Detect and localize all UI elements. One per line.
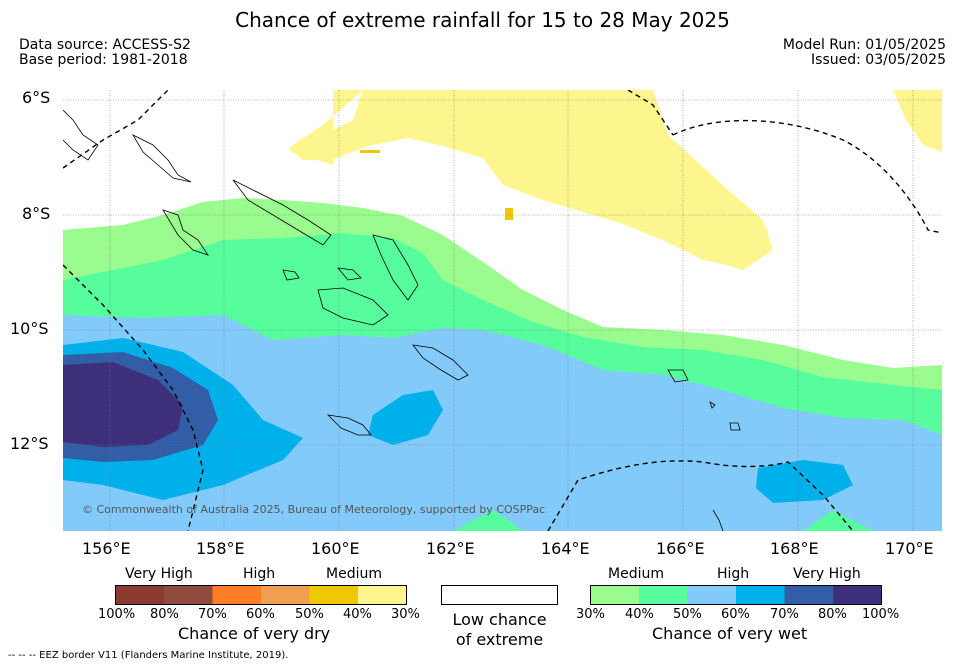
data-source: Data source: ACCESS-S2 bbox=[19, 37, 191, 53]
eez-borders bbox=[63, 90, 942, 531]
wet-swatch-30-40 bbox=[590, 585, 639, 605]
dry-swatch-50-60 bbox=[261, 585, 310, 605]
lon-label-162e: 162°E bbox=[426, 539, 475, 558]
region-wet-high bbox=[63, 315, 942, 531]
model-run: Model Run: 01/05/2025 bbox=[782, 37, 946, 53]
dry-cat-high: High bbox=[243, 566, 276, 582]
wet-legend-title: Chance of very wet bbox=[652, 624, 808, 643]
dry-cat-very-high: Very High bbox=[125, 566, 193, 582]
low-chance-line1: Low chance bbox=[452, 610, 547, 629]
lat-label-12s: 12°S bbox=[10, 434, 49, 453]
lon-label-158e: 158°E bbox=[196, 539, 245, 558]
lat-label-6s: 6°S bbox=[22, 88, 51, 107]
dry-tick-40: 40% bbox=[343, 607, 372, 622]
issued-date: Issued: 03/05/2025 bbox=[811, 52, 946, 68]
region-dry-medium-east bbox=[893, 90, 942, 152]
wet-cat-very-high: Very High bbox=[793, 566, 861, 582]
low-chance-label: Low chance of extreme bbox=[431, 610, 568, 650]
lat-label-8s: 8°S bbox=[22, 204, 51, 223]
lon-label-170e: 170°E bbox=[885, 539, 934, 558]
lat-label-10s: 10°S bbox=[10, 319, 49, 338]
wet-tick-100: 100% bbox=[862, 607, 900, 622]
wet-cat-medium: Medium bbox=[608, 566, 664, 582]
wet-tick-80: 80% bbox=[818, 607, 847, 622]
region-dry-medium-main bbox=[288, 90, 768, 268]
map-copyright: © Commonwealth of Australia 2025, Bureau… bbox=[82, 503, 545, 516]
rainfall-map: © Commonwealth of Australia 2025, Bureau… bbox=[63, 90, 942, 531]
lon-label-166e: 166°E bbox=[656, 539, 705, 558]
wet-swatch-40-50 bbox=[639, 585, 688, 605]
wet-colorbar bbox=[590, 585, 882, 605]
dry-swatch-30-40 bbox=[358, 585, 407, 605]
region-wet-high-upper-c bbox=[756, 460, 853, 503]
map-gridlines bbox=[63, 90, 942, 531]
dry-tick-60: 60% bbox=[246, 607, 275, 622]
eez-footnote: -- -- -- EEZ border V11 (Flanders Marine… bbox=[8, 650, 289, 661]
wet-swatch-60-70 bbox=[736, 585, 785, 605]
dry-cat-medium: Medium bbox=[326, 566, 382, 582]
wet-swatch-80-100 bbox=[833, 585, 882, 605]
dry-swatch-80-100 bbox=[115, 585, 164, 605]
dry-tick-30: 30% bbox=[391, 607, 420, 622]
wet-cat-high: High bbox=[717, 566, 750, 582]
dry-tick-80: 80% bbox=[150, 607, 179, 622]
lon-label-168e: 168°E bbox=[770, 539, 819, 558]
region-wet-high-upper-b bbox=[368, 390, 443, 445]
low-chance-swatch bbox=[441, 585, 558, 605]
header-left: Data source: ACCESS-S2 Base period: 1981… bbox=[19, 38, 191, 68]
coastlines bbox=[63, 109, 741, 531]
wet-tick-60: 60% bbox=[721, 607, 750, 622]
lon-label-164e: 164°E bbox=[541, 539, 590, 558]
region-dry-spot-b bbox=[505, 208, 513, 220]
dry-legend-title: Chance of very dry bbox=[178, 624, 331, 643]
wet-tick-50: 50% bbox=[673, 607, 702, 622]
dry-swatch-40-50 bbox=[309, 585, 358, 605]
wet-tick-30: 30% bbox=[576, 607, 605, 622]
header-right: Model Run: 01/05/2025 Issued: 03/05/2025 bbox=[783, 38, 946, 68]
map-title: Chance of extreme rainfall for 15 to 28 … bbox=[235, 8, 730, 32]
low-chance-line2: of extreme bbox=[455, 630, 544, 649]
wet-tick-40: 40% bbox=[625, 607, 654, 622]
base-period: Base period: 1981-2018 bbox=[19, 52, 188, 68]
dry-colorbar bbox=[115, 585, 407, 605]
lon-label-156e: 156°E bbox=[82, 539, 131, 558]
region-wet-very-high-core bbox=[63, 362, 183, 447]
dry-tick-100: 100% bbox=[98, 607, 136, 622]
dry-swatch-70-80 bbox=[164, 585, 213, 605]
wet-tick-70: 70% bbox=[770, 607, 799, 622]
dry-tick-70: 70% bbox=[198, 607, 227, 622]
region-dry-spot-a bbox=[360, 150, 380, 153]
lon-label-160e: 160°E bbox=[311, 539, 360, 558]
wet-swatch-70-80 bbox=[784, 585, 833, 605]
dry-tick-50: 50% bbox=[295, 607, 324, 622]
dry-swatch-60-70 bbox=[212, 585, 261, 605]
wet-swatch-50-60 bbox=[687, 585, 736, 605]
